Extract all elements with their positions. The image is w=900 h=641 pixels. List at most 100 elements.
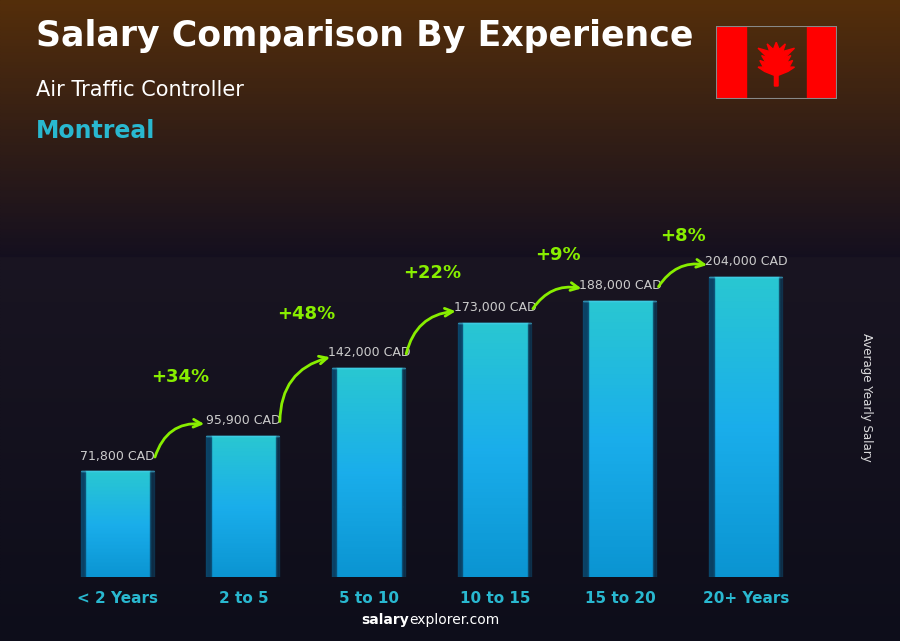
Bar <box>85 535 150 536</box>
Bar <box>337 520 401 522</box>
Bar <box>714 307 779 311</box>
Bar <box>714 378 779 382</box>
Bar <box>0 176 900 179</box>
Bar <box>0 109 900 112</box>
Bar <box>211 450 276 452</box>
Bar <box>337 480 401 483</box>
Bar <box>85 515 150 516</box>
Bar <box>0 337 900 340</box>
Text: 142,000 CAD: 142,000 CAD <box>328 347 410 360</box>
Bar <box>211 517 276 519</box>
Bar <box>0 413 900 417</box>
Text: salary: salary <box>362 613 410 627</box>
Bar <box>0 619 900 622</box>
Bar <box>0 397 900 401</box>
Bar <box>0 26 900 29</box>
Bar <box>0 449 900 452</box>
Bar <box>337 486 401 488</box>
Bar <box>588 325 653 328</box>
Bar <box>463 456 527 460</box>
Bar <box>211 473 276 475</box>
Bar <box>714 329 779 333</box>
Bar <box>0 455 900 458</box>
Bar <box>588 332 653 335</box>
Bar <box>588 345 653 349</box>
Bar <box>211 519 276 520</box>
Bar <box>463 504 527 507</box>
Bar <box>0 445 900 449</box>
Bar <box>337 528 401 530</box>
Bar <box>85 572 150 573</box>
Bar <box>463 424 527 428</box>
Bar <box>463 361 527 364</box>
Bar <box>85 517 150 519</box>
Bar <box>85 501 150 502</box>
Bar <box>211 468 276 469</box>
Bar <box>337 483 401 486</box>
Bar <box>0 279 900 282</box>
Bar <box>0 157 900 160</box>
Bar <box>463 399 527 402</box>
Bar <box>0 247 900 250</box>
Bar <box>588 415 653 418</box>
Bar <box>463 533 527 536</box>
Bar <box>463 570 527 574</box>
Bar <box>85 576 150 577</box>
Bar <box>85 541 150 543</box>
Bar <box>588 445 653 449</box>
Bar <box>588 373 653 377</box>
Bar <box>714 536 779 540</box>
Bar <box>463 447 527 450</box>
Bar <box>714 394 779 397</box>
Bar <box>588 556 653 560</box>
Bar <box>714 562 779 565</box>
Bar <box>337 478 401 480</box>
Bar <box>337 488 401 491</box>
Bar <box>588 504 653 508</box>
Bar <box>211 464 276 466</box>
Bar <box>714 371 779 374</box>
Bar <box>0 503 900 506</box>
Bar <box>85 563 150 565</box>
Bar <box>0 625 900 628</box>
Bar <box>463 351 527 354</box>
Bar <box>0 61 900 64</box>
Bar <box>337 567 401 569</box>
Bar <box>0 112 900 115</box>
Bar <box>714 543 779 547</box>
Bar <box>463 526 527 529</box>
Bar <box>463 440 527 444</box>
Bar <box>0 369 900 372</box>
Bar <box>463 364 527 367</box>
Bar <box>588 535 653 539</box>
Bar <box>463 390 527 393</box>
Bar <box>211 531 276 533</box>
Bar <box>337 538 401 540</box>
Bar <box>337 408 401 410</box>
Bar <box>85 494 150 495</box>
Bar <box>0 119 900 122</box>
Bar <box>463 354 527 358</box>
Bar <box>0 276 900 279</box>
Bar <box>0 205 900 208</box>
Bar <box>211 513 276 515</box>
Bar <box>714 281 779 285</box>
Bar <box>0 54 900 58</box>
Bar <box>0 410 900 413</box>
Bar <box>211 461 276 462</box>
Bar <box>85 477 150 478</box>
Bar <box>0 147 900 151</box>
Bar <box>211 575 276 577</box>
Bar <box>211 572 276 574</box>
Bar <box>463 348 527 351</box>
Bar <box>714 420 779 423</box>
Bar <box>0 545 900 548</box>
Bar <box>0 365 900 369</box>
Bar <box>458 323 463 577</box>
Bar <box>337 392 401 394</box>
Bar <box>714 288 779 292</box>
Bar <box>463 491 527 494</box>
Bar <box>714 345 779 349</box>
Bar <box>0 189 900 192</box>
Bar <box>0 304 900 308</box>
